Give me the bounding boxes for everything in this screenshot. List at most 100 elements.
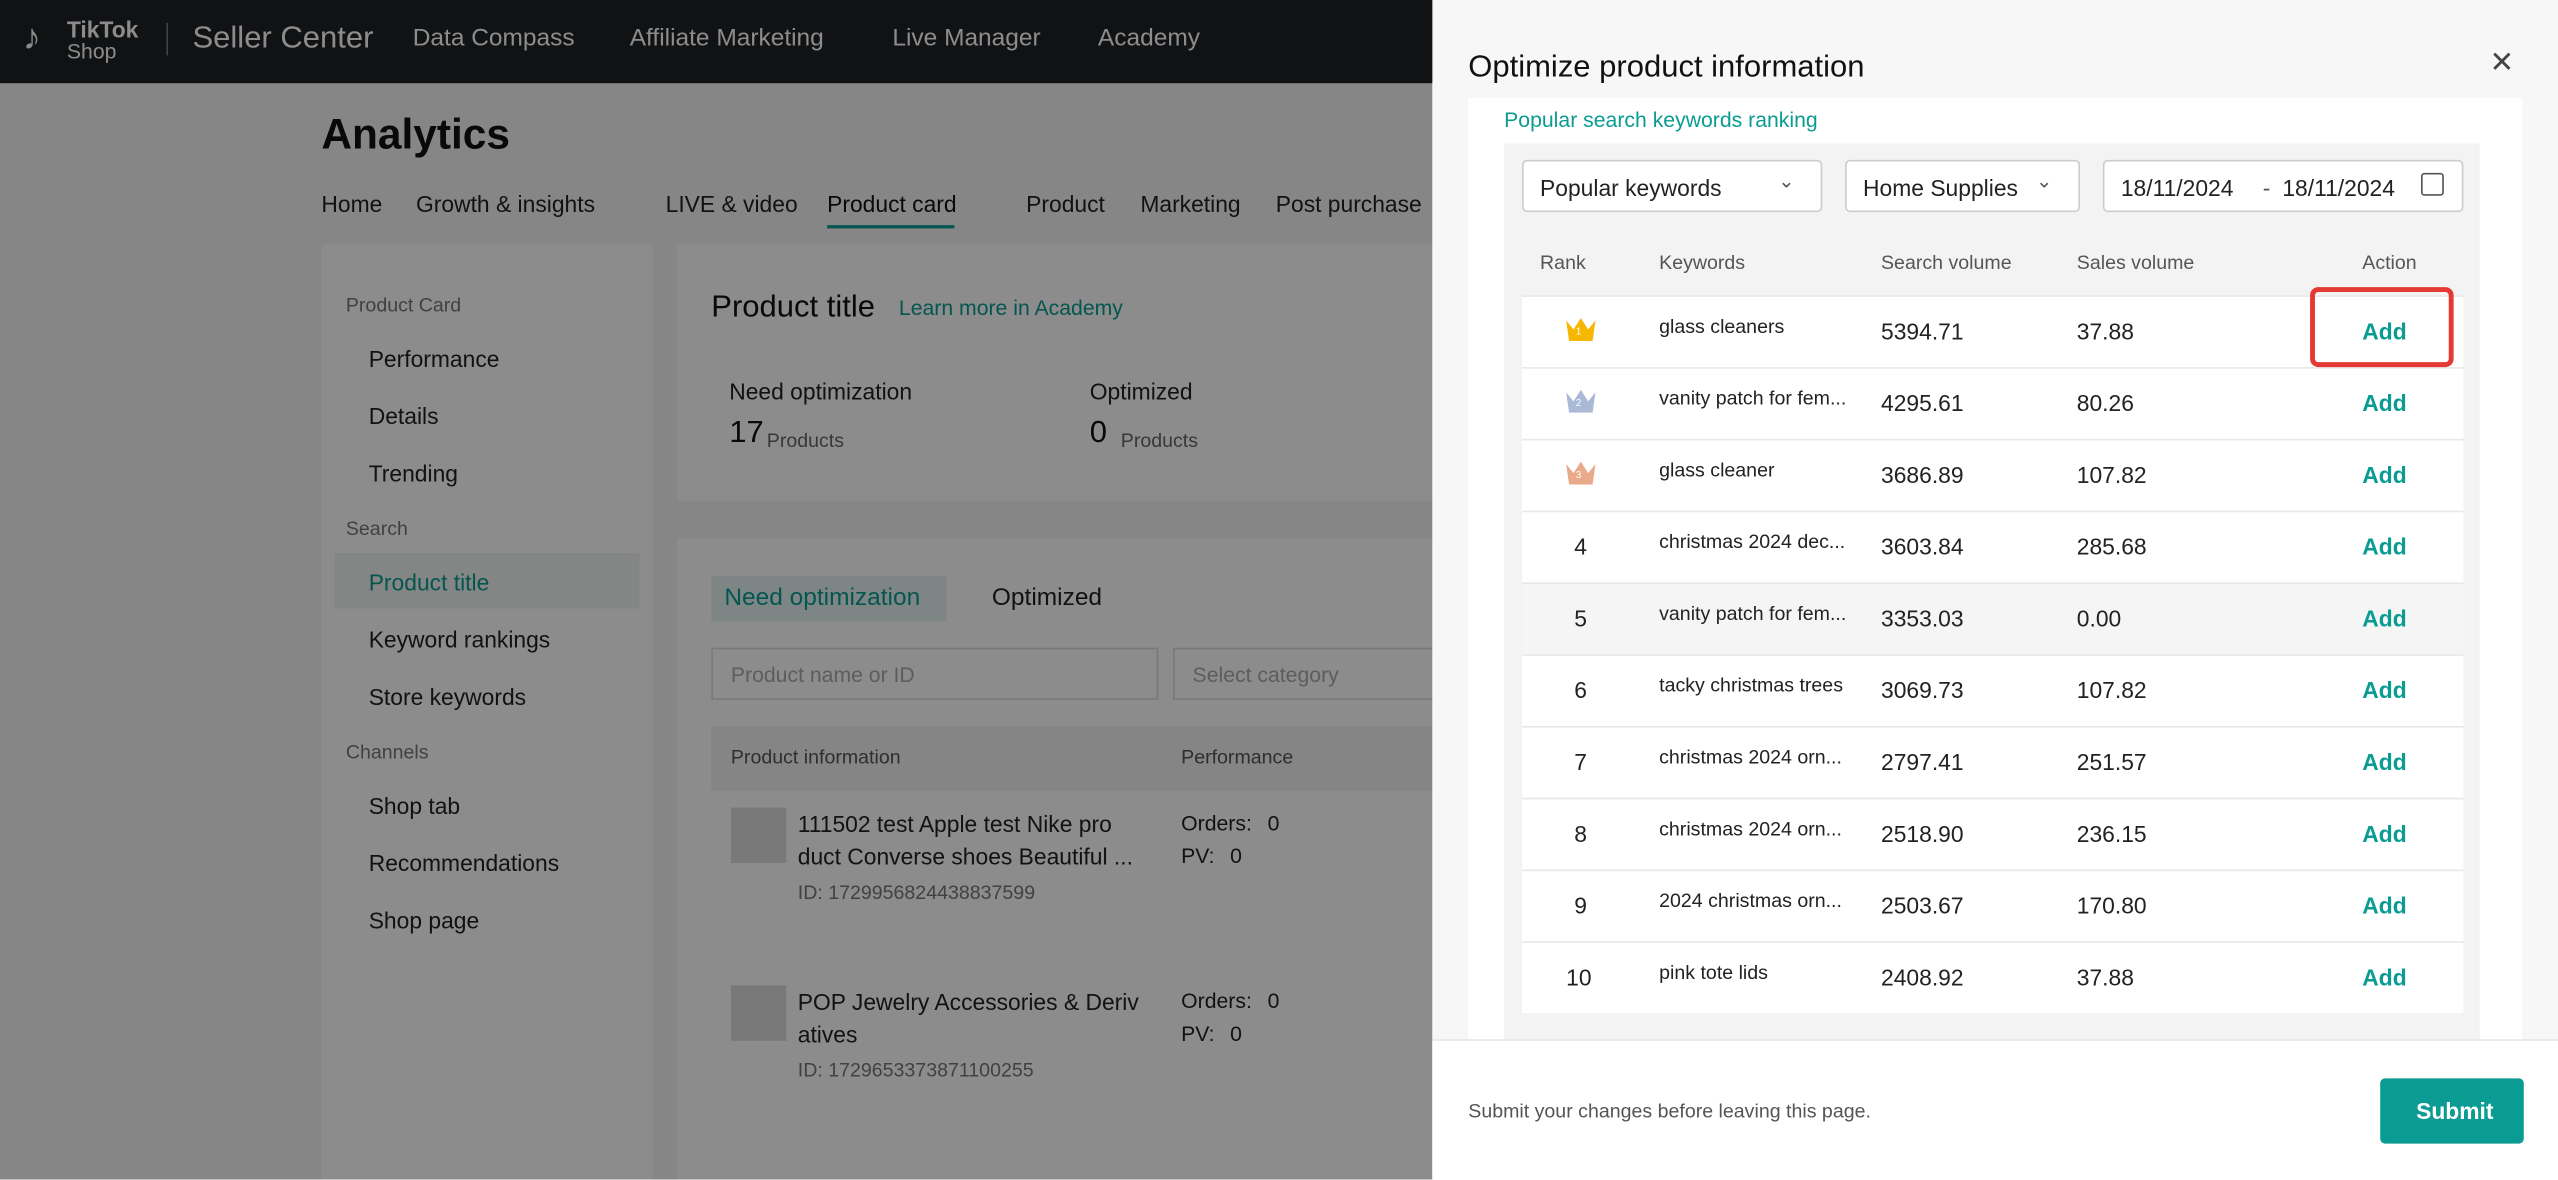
search-volume: 2408.92 (1881, 964, 1964, 991)
section-toggle[interactable]: Popular search keywords ranking (1504, 107, 1818, 133)
page-tab[interactable]: Product card (827, 190, 957, 217)
sidebar-item[interactable]: Trending (368, 460, 459, 487)
table-row (1522, 654, 2464, 726)
add-button[interactable]: Add (2362, 820, 2407, 847)
product-name[interactable]: atives (797, 1021, 858, 1048)
select-text: Popular keywords (1540, 174, 1722, 201)
category-placeholder: Select category (1192, 662, 1339, 687)
search-volume: 3686.89 (1881, 461, 1964, 488)
keyword: christmas 2024 dec... (1659, 530, 1846, 554)
add-button[interactable]: Add (2362, 318, 2407, 345)
logo-bottom: Shop (66, 39, 117, 64)
add-button[interactable]: Add (2362, 964, 2407, 991)
product-id: ID: 1729653373871100255 (797, 1058, 1034, 1082)
add-button[interactable]: Add (2362, 677, 2407, 704)
nav-link[interactable]: Academy (1097, 24, 1200, 53)
select[interactable] (1845, 159, 2081, 213)
keyword: christmas 2024 orn... (1659, 817, 1842, 841)
page-tab[interactable]: Home (321, 190, 383, 217)
submit-button[interactable] (2380, 1078, 2524, 1144)
product-name[interactable]: 111502 test Apple test Nike pro (797, 810, 1112, 837)
add-button[interactable]: Add (2362, 533, 2407, 560)
pv-value: 0 (1230, 1021, 1242, 1046)
rank: 3 (1575, 471, 1582, 482)
sales-volume: 107.82 (2076, 461, 2147, 488)
table-row (1522, 725, 2464, 798)
add-button[interactable]: Add (2362, 605, 2407, 632)
sales-volume: 37.88 (2076, 964, 2134, 991)
page-tab[interactable]: Product (1026, 190, 1105, 217)
add-button[interactable]: Add (2362, 461, 2407, 488)
sidebar-section: Channels (345, 740, 429, 764)
table-row (1522, 510, 2464, 583)
product-name[interactable]: duct Converse shoes Beautiful ... (797, 843, 1133, 870)
column-header: Sales volume (2076, 251, 2195, 275)
footer (1432, 1039, 2558, 1180)
column-header: Search volume (1881, 251, 2012, 275)
search-volume: 5394.71 (1881, 318, 1964, 345)
rank: 1 (1575, 327, 1582, 338)
date-picker[interactable] (2102, 159, 2464, 213)
logo-icon: ♪ (22, 16, 41, 58)
keyword: pink tote lids (1659, 960, 1768, 984)
sidebar-item[interactable]: Details (368, 402, 439, 430)
sidebar-item[interactable]: Product title (368, 569, 490, 596)
keyword: vanity patch for fem... (1659, 386, 1847, 410)
stat-unit: Products (1120, 429, 1199, 452)
product-name[interactable]: POP Jewelry Accessories & Deriv (797, 988, 1139, 1015)
select-text: Home Supplies (1863, 174, 2018, 201)
search-input[interactable] (711, 647, 1159, 700)
stat-label[interactable]: Need optimization (729, 378, 913, 405)
sidebar-item[interactable]: Shop tab (368, 792, 461, 819)
sidebar-item[interactable]: Performance (368, 345, 500, 372)
orders-label: Orders: (1181, 810, 1252, 836)
stat-value: 17 (729, 416, 764, 451)
nav-link[interactable]: Data Compass (412, 24, 575, 53)
sidebar-item[interactable]: Store keywords (368, 683, 527, 710)
search-volume: 4295.61 (1881, 389, 1964, 417)
sales-volume: 236.15 (2076, 820, 2147, 847)
add-button[interactable]: Add (2362, 389, 2407, 417)
page-tab[interactable]: Marketing (1140, 190, 1241, 217)
column-header: Keywords (1659, 251, 1746, 275)
highlight-box (2310, 287, 2454, 368)
rank: 2 (1575, 399, 1582, 410)
sidebar-section: Search (345, 517, 408, 540)
stat-unit: Products (766, 429, 845, 452)
page-tab[interactable]: Post purchase (1275, 190, 1422, 217)
sidebar-item[interactable]: Shop page (368, 907, 480, 934)
pv-value: 0 (1230, 843, 1242, 868)
column-header: Rank (1540, 251, 1586, 275)
sidebar-item[interactable]: Recommendations (368, 849, 560, 877)
nav-link[interactable]: Affiliate Marketing (629, 24, 824, 53)
orders-label: Orders: (1181, 988, 1252, 1014)
rank: 4 (1574, 533, 1588, 560)
search-volume: 3353.03 (1881, 605, 1964, 632)
search-placeholder: Product name or ID (730, 662, 915, 687)
close-button[interactable]: ✕ (2489, 45, 2515, 79)
nav-link[interactable]: Live Manager (892, 24, 1041, 53)
search-volume: 2797.41 (1881, 748, 1964, 775)
tab[interactable]: Optimized (991, 584, 1103, 612)
chevron: ⌄ (2035, 169, 2053, 193)
table-row (1522, 582, 2464, 655)
add-button[interactable]: Add (2362, 892, 2407, 919)
add-button[interactable]: Add (2362, 748, 2407, 775)
tab[interactable]: Need optimization (724, 584, 921, 612)
sales-volume: 285.68 (2076, 533, 2147, 560)
table-row (1522, 941, 2464, 1014)
orders-value: 0 (1267, 988, 1280, 1014)
stat-label[interactable]: Optimized (1089, 378, 1193, 405)
page-tab[interactable]: LIVE & video (665, 190, 798, 217)
sidebar-item[interactable]: Keyword rankings (368, 626, 551, 653)
tab-underline (827, 225, 955, 229)
rank: 9 (1574, 892, 1588, 919)
search-volume: 2518.90 (1881, 820, 1964, 847)
date-sep: - (2262, 174, 2271, 201)
product-id: ID: 1729956824438837599 (797, 880, 1036, 904)
select[interactable] (1522, 159, 1823, 213)
sales-volume: 251.57 (2076, 748, 2147, 775)
main-link[interactable]: Learn more in Academy (898, 295, 1123, 320)
page-tab[interactable]: Growth & insights (416, 190, 596, 217)
